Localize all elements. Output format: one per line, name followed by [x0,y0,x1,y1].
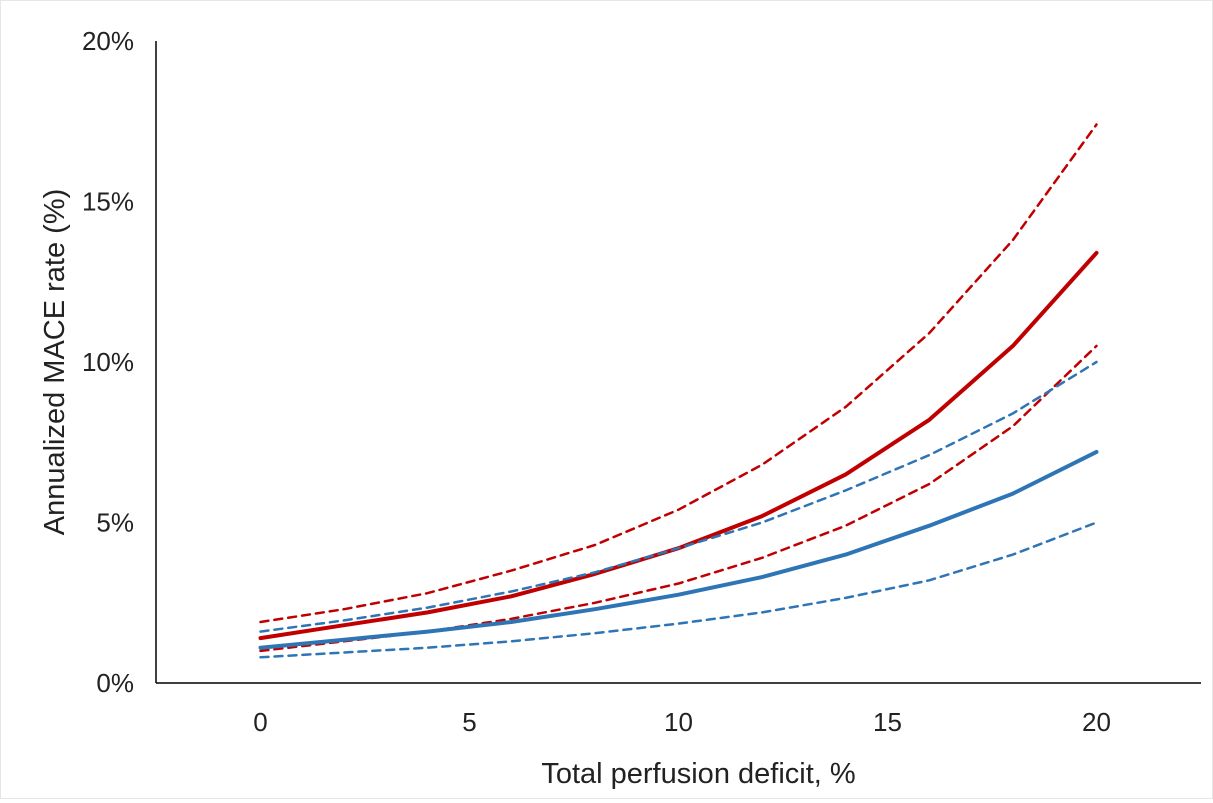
dashed-series-line-5 [259,521,1098,659]
y-tick-label: 15% [82,187,134,217]
x-tick-label: 5 [462,707,476,737]
x-tick-label: 20 [1082,707,1111,737]
x-tick-label: 0 [253,707,267,737]
y-tick-label: 5% [96,508,134,538]
x-tick-labels: 0 5 10 15 20 [253,707,1111,737]
x-tick-label: 15 [873,707,902,737]
solid-series-line-0 [258,250,1099,641]
x-tick-label: 10 [664,707,693,737]
axes [155,41,1201,684]
y-tick-label: 20% [82,26,134,56]
y-tick-label: 0% [96,668,134,698]
dashed-series-line-1 [259,123,1098,624]
dashed-series-line-4 [259,360,1098,633]
y-axis-title: Annualized MACE rate (%) [39,189,71,536]
dashed-series-line-2 [259,344,1098,653]
x-axis-title: Total perfusion deficit, % [541,758,855,790]
solid-series-line-3 [258,449,1099,650]
y-tick-labels: 0% 5% 10% 15% 20% [82,26,134,698]
y-tick-label: 10% [82,347,134,377]
series-lines [258,123,1099,659]
